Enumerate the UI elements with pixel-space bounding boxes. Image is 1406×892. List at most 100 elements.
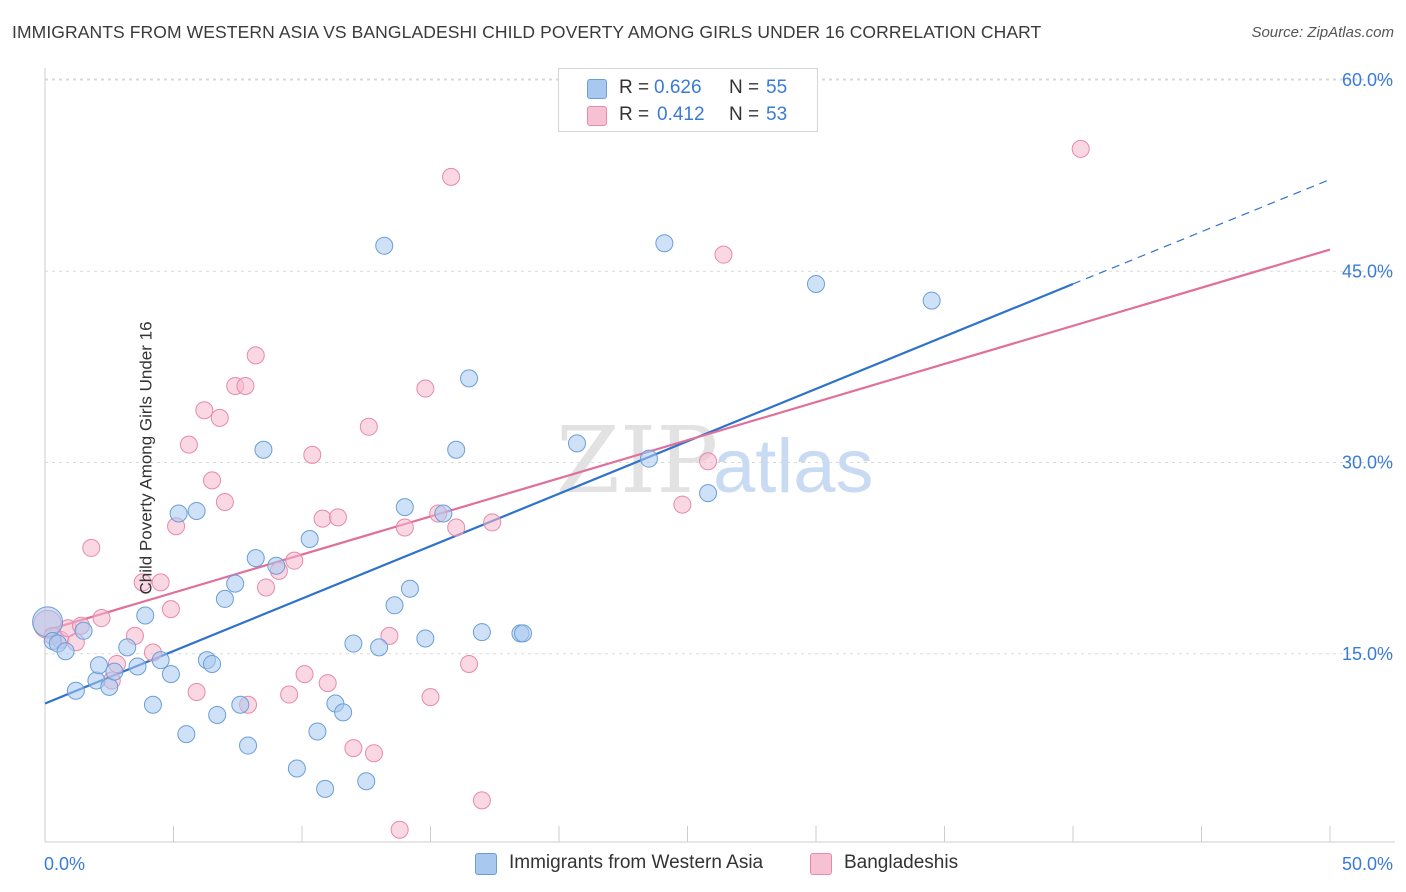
point-bangladeshis xyxy=(215,493,234,512)
point-western-asia xyxy=(89,656,108,675)
point-bangladeshis xyxy=(364,744,383,763)
x-tick-label: 50.0% xyxy=(1342,854,1393,874)
point-western-asia xyxy=(308,722,327,741)
point-western-asia xyxy=(370,638,389,657)
legend-swatch-blue xyxy=(475,853,497,875)
point-western-asia xyxy=(169,504,188,523)
point-western-asia xyxy=(136,606,155,625)
point-bangladeshis xyxy=(380,626,399,645)
watermark-atlas: atlas xyxy=(713,424,874,509)
point-bangladeshis xyxy=(133,573,152,592)
legend-n-value: 55 xyxy=(766,77,788,98)
point-bangladeshis xyxy=(92,609,111,628)
legend-n-label: N = xyxy=(729,104,760,125)
y-axis-label: Child Poverty Among Girls Under 16 xyxy=(136,321,156,595)
point-bangladeshis xyxy=(416,379,435,398)
point-western-asia xyxy=(246,549,265,568)
point-western-asia xyxy=(395,498,414,517)
point-western-asia xyxy=(472,623,491,642)
point-western-asia xyxy=(143,695,162,714)
point-bangladeshis xyxy=(187,683,206,701)
axes xyxy=(44,68,1395,843)
y-tick-label: 30.0% xyxy=(1342,453,1393,473)
point-western-asia xyxy=(334,703,353,722)
point-bangladeshis xyxy=(472,791,491,810)
point-western-asia xyxy=(460,369,479,388)
y-tick-label: 15.0% xyxy=(1342,644,1393,664)
legend-r-label: R = xyxy=(619,77,650,98)
point-western-asia xyxy=(267,556,286,575)
tick-labels: 15.0% 30.0% 45.0% 60.0% 0.0% 50.0% xyxy=(44,70,1393,874)
point-bangladeshis xyxy=(82,538,101,557)
point-bangladeshis xyxy=(313,509,332,528)
point-bangladeshis xyxy=(179,435,198,454)
point-western-asia xyxy=(187,501,206,520)
point-bangladeshis xyxy=(1071,139,1090,158)
y-tick-label: 60.0% xyxy=(1342,70,1393,90)
point-western-asia xyxy=(639,449,658,468)
point-western-asia xyxy=(514,624,533,643)
point-bangladeshis xyxy=(318,674,337,693)
legend-r-value: 0.412 xyxy=(657,104,705,125)
x-tick-label: 0.0% xyxy=(44,854,85,874)
point-bangladeshis xyxy=(236,377,255,395)
point-western-asia xyxy=(254,440,273,459)
point-western-asia xyxy=(208,705,227,724)
point-western-asia xyxy=(56,642,75,661)
point-western-asia xyxy=(400,579,419,598)
point-western-asia xyxy=(447,440,466,459)
point-western-asia xyxy=(434,504,453,523)
point-western-asia xyxy=(375,236,394,255)
point-bangladeshis xyxy=(195,401,214,420)
y-tick-label: 45.0% xyxy=(1342,261,1393,281)
grid-lines xyxy=(45,78,1395,655)
point-western-asia xyxy=(385,596,404,615)
point-bangladeshis xyxy=(442,167,461,186)
point-western-asia xyxy=(66,681,85,700)
point-western-asia xyxy=(357,772,376,791)
point-western-asia xyxy=(74,621,93,640)
point-bangladeshis xyxy=(395,518,414,537)
point-western-asia xyxy=(287,759,306,778)
point-western-asia xyxy=(118,638,137,657)
watermark-zip: ZIP xyxy=(556,407,718,514)
point-bangladeshis xyxy=(421,688,440,707)
point-bangladeshis xyxy=(285,551,304,570)
point-western-asia xyxy=(807,275,825,293)
y-axis-label-container: Child Poverty Among Girls Under 16 xyxy=(0,0,156,892)
point-bangladeshis xyxy=(203,471,222,490)
point-bangladeshis xyxy=(483,513,502,532)
correlation-legend: R = 0.626 N = 55 R = 0.412 N = 53 xyxy=(558,68,818,132)
point-bangladeshis xyxy=(280,685,299,704)
point-western-asia xyxy=(922,291,941,310)
point-bangladeshis xyxy=(303,445,322,464)
point-bangladeshis xyxy=(673,495,692,514)
point-bangladeshis xyxy=(328,508,347,527)
point-western-asia xyxy=(567,434,586,453)
chart-title: IMMIGRANTS FROM WESTERN ASIA VS BANGLADE… xyxy=(12,22,1042,42)
point-bangladeshis xyxy=(257,578,276,597)
point-western-asia xyxy=(226,574,245,593)
trend-line-bangladeshis xyxy=(44,248,1331,632)
point-western-asia xyxy=(231,695,250,714)
trend-lines xyxy=(44,178,1331,705)
legend-n-label: N = xyxy=(729,77,760,98)
legend-swatch-blue xyxy=(587,79,607,99)
trend-line-western-asia-extension xyxy=(1072,178,1331,285)
legend-label: Immigrants from Western Asia xyxy=(509,852,764,873)
point-bangladeshis xyxy=(161,600,180,619)
series-legend: Immigrants from Western Asia Bangladeshi… xyxy=(0,852,1406,878)
point-western-asia xyxy=(300,530,319,548)
point-western-asia xyxy=(203,654,222,673)
point-bangladeshis xyxy=(151,573,170,592)
point-western-asia xyxy=(177,725,196,744)
legend-n-value: 53 xyxy=(766,104,788,125)
point-bangladeshis xyxy=(390,820,409,839)
trend-line-western-asia xyxy=(44,282,1074,705)
point-western-asia xyxy=(151,651,170,670)
point-western-asia xyxy=(161,665,180,684)
point-bangladeshis xyxy=(447,518,466,537)
source-label: Source: ZipAtlas.com xyxy=(1251,24,1394,41)
